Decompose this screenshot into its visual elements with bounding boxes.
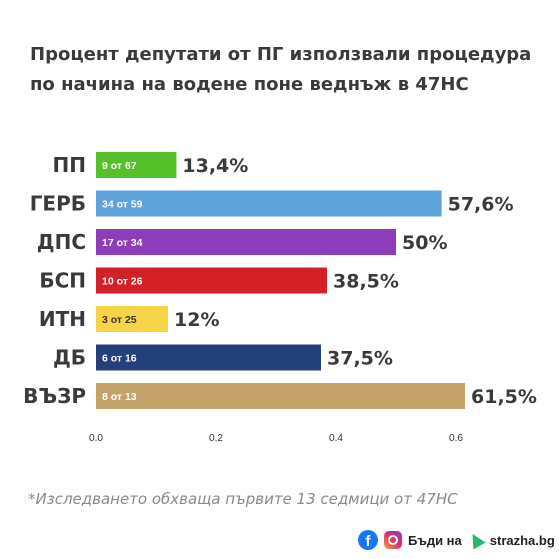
footnote: *Изследването обхваща първите 13 седмици… [28, 490, 458, 508]
category-label: БСП [39, 269, 86, 293]
chart-title-line-2: по начина на водене поне веднъж в 47НС [30, 74, 469, 95]
bar-inner-label: 3 от 25 [102, 314, 137, 326]
bar [96, 344, 321, 371]
bar-inner-label: 9 от 67 [102, 160, 137, 172]
value-label: 57,6% [448, 194, 514, 216]
value-label: 37,5% [327, 348, 393, 370]
x-tick-label: 0.0 [89, 433, 103, 444]
bar-inner-label: 17 от 34 [102, 237, 143, 249]
value-label: 50% [402, 232, 447, 254]
bar [96, 306, 168, 332]
bar [96, 267, 327, 294]
x-tick-label: 0.2 [209, 433, 223, 444]
x-tick-label: 0.6 [449, 433, 463, 444]
bar-inner-label: 34 от 59 [102, 199, 143, 211]
bar [96, 190, 442, 217]
bar [96, 383, 465, 409]
category-label: ВЪЗР [23, 384, 86, 408]
bar-inner-label: 8 от 13 [102, 391, 137, 403]
instagram-icon[interactable] [384, 531, 402, 549]
bar-inner-label: 6 от 16 [102, 353, 137, 365]
category-label: ИТН [39, 307, 86, 331]
value-label: 12% [174, 309, 219, 331]
chart-title: Процент депутати от ПГ използвали процед… [30, 40, 540, 100]
value-label: 61,5% [471, 386, 537, 408]
cursor-arrow-icon [466, 530, 486, 550]
category-label: ПП [53, 153, 86, 177]
brand-text-before: Бъди на [408, 532, 462, 548]
brand-footer: f Бъди на strazha.bg [358, 529, 555, 551]
x-tick-label: 0.4 [329, 433, 343, 444]
chart-title-line-1: Процент депутати от ПГ използвали процед… [30, 44, 532, 65]
bar-chart: ПП 9 от 67 13,4% ГЕРБ 34 от 59 57,6% ДПС 17 от … [23, 152, 537, 444]
category-label: ДПС [37, 230, 86, 254]
bar-inner-label: 10 от 26 [102, 276, 143, 288]
value-label: 13,4% [182, 155, 248, 177]
value-label: 38,5% [333, 271, 399, 293]
brand-text-after[interactable]: strazha.bg [489, 532, 555, 548]
facebook-icon[interactable]: f [358, 530, 378, 550]
bar [96, 152, 177, 178]
bar [96, 229, 396, 255]
category-label: ДБ [53, 346, 86, 370]
category-label: ГЕРБ [30, 192, 86, 216]
